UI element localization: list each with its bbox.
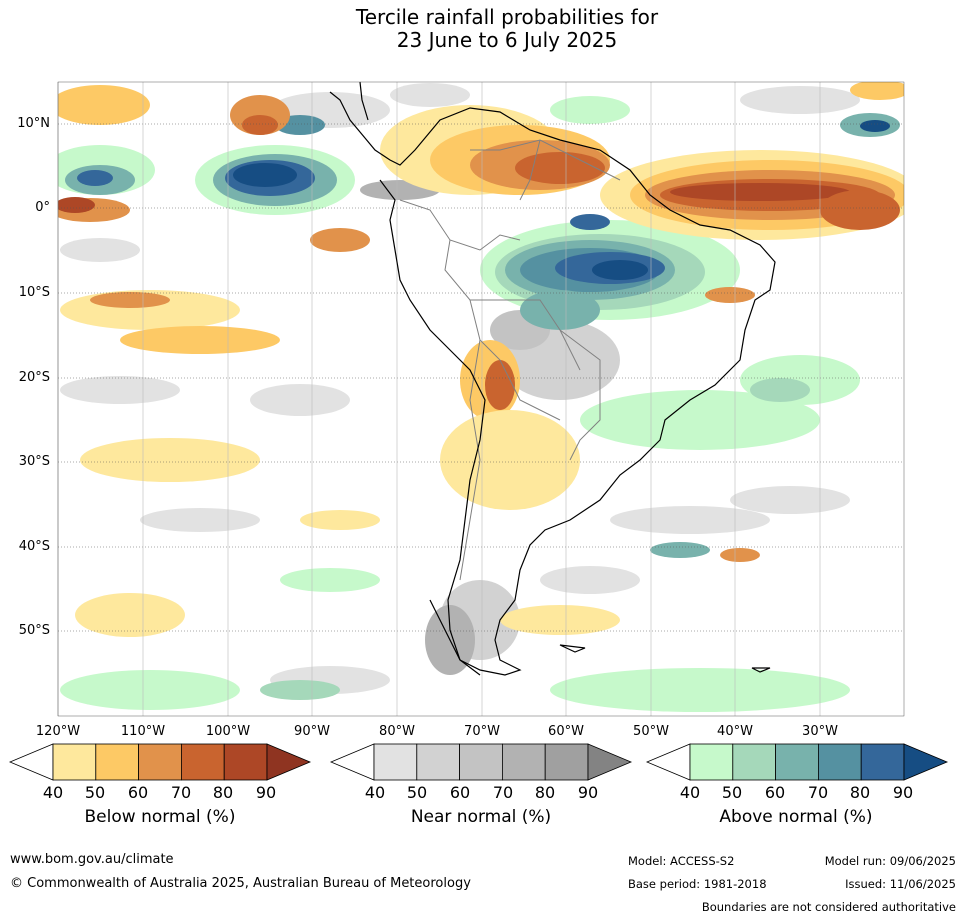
below-normal-colorbar-bin [95, 743, 140, 781]
coastline [329, 81, 776, 676]
above-tick-90: 90 [892, 783, 914, 802]
lon-label-110w: 110°W [120, 724, 166, 739]
lon-label-50w: 50°W [633, 724, 669, 739]
near-normal-colorbar-bin [416, 743, 460, 781]
below-normal-colorbar-under [8, 743, 54, 781]
near-tick-60: 60 [449, 783, 471, 802]
above-tick-70: 70 [807, 783, 829, 802]
near-tick-40: 40 [364, 783, 386, 802]
below-normal-colorbar-bin [52, 743, 97, 781]
footer-copyright: © Commonwealth of Australia 2025, Austra… [10, 876, 471, 891]
above-normal-colorbar-bin [860, 743, 905, 781]
footer-model-run: Model run: 09/06/2025 [824, 854, 956, 868]
near-normal-colorbar-bin [544, 743, 589, 781]
lon-label-120w: 120°W [35, 724, 81, 739]
below-normal-patches [58, 82, 904, 637]
above-normal-colorbar-bin [775, 743, 819, 781]
near-normal-title: Near normal (%) [410, 807, 552, 827]
country-borders [399, 139, 621, 581]
footer-disclaimer: Boundaries are not considered authoritat… [701, 900, 956, 914]
meridians [57, 82, 821, 716]
above-tick-60: 60 [764, 783, 786, 802]
near-normal-colorbar-under [329, 743, 375, 781]
map-frame [57, 81, 905, 717]
above-normal-colorbar-over [903, 743, 949, 781]
lat-label-20s: 20°S [18, 370, 50, 385]
footer-base-period: Base period: 1981-2018 [628, 877, 767, 891]
near-normal-colorbar-over [587, 743, 633, 781]
near-tick-90: 90 [577, 783, 599, 802]
footer-issued: Issued: 11/06/2025 [845, 877, 956, 891]
above-normal-colorbar-bin [818, 743, 862, 781]
near-tick-70: 70 [492, 783, 514, 802]
near-normal-colorbar-bin [501, 743, 546, 781]
below-tick-60: 60 [127, 783, 149, 802]
lon-label-100w: 100°W [205, 724, 251, 739]
graticule [58, 123, 904, 632]
above-tick-80: 80 [849, 783, 871, 802]
chart-title-line1: Tercile rainfall probabilities for [355, 5, 659, 29]
below-normal-colorbar-bin [138, 743, 182, 781]
above-normal-colorbar-under [645, 743, 691, 781]
lat-label-40s: 40°S [18, 539, 50, 554]
lon-label-90w: 90°W [294, 724, 330, 739]
below-tick-40: 40 [42, 783, 64, 802]
near-normal-colorbar-bin [459, 743, 503, 781]
near-tick-80: 80 [534, 783, 556, 802]
colorbars [8, 743, 949, 781]
lat-label-50s: 50°S [18, 623, 50, 638]
above-tick-50: 50 [721, 783, 743, 802]
lat-label-0: 0° [35, 200, 50, 215]
near-normal-colorbar-bin [373, 743, 418, 781]
probability-field [58, 82, 904, 716]
lat-label-10s: 10°S [18, 285, 50, 300]
lon-label-60w: 60°W [548, 724, 584, 739]
above-normal-patches [58, 96, 900, 712]
above-normal-colorbar-bin [732, 743, 776, 781]
below-tick-70: 70 [170, 783, 192, 802]
footer-model: Model: ACCESS-S2 [628, 854, 735, 868]
footer-url[interactable]: www.bom.gov.au/climate [10, 852, 174, 867]
below-normal-colorbar-over [266, 743, 312, 781]
lon-label-80w: 80°W [379, 724, 415, 739]
below-normal-title: Below normal (%) [84, 807, 236, 827]
near-tick-50: 50 [406, 783, 428, 802]
above-tick-40: 40 [679, 783, 701, 802]
lat-label-10n: 10°N [17, 116, 50, 131]
below-tick-80: 80 [212, 783, 234, 802]
below-normal-colorbar-bin [223, 743, 268, 781]
lon-label-40w: 40°W [717, 724, 753, 739]
lon-label-30w: 30°W [802, 724, 838, 739]
above-normal-title: Above normal (%) [719, 807, 873, 827]
below-tick-90: 90 [255, 783, 277, 802]
below-tick-50: 50 [84, 783, 106, 802]
lat-label-30s: 30°S [18, 454, 50, 469]
above-normal-colorbar-bin [689, 743, 734, 781]
below-normal-colorbar-bin [180, 743, 225, 781]
lon-label-70w: 70°W [464, 724, 500, 739]
chart-title-line2: 23 June to 6 July 2025 [396, 28, 618, 52]
